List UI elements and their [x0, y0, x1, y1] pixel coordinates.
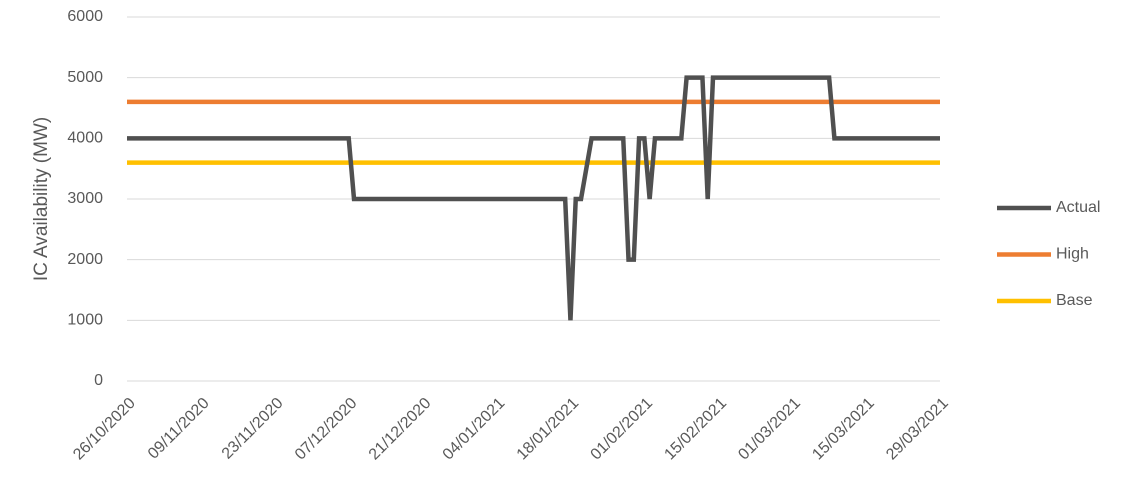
- y-tick-label: 3000: [67, 190, 103, 207]
- y-tick-label: 6000: [67, 8, 103, 25]
- x-tick-label: 04/01/2021: [440, 395, 509, 464]
- y-tick-label: 0: [94, 372, 103, 389]
- legend-label: Actual: [1056, 199, 1100, 216]
- y-axis-label: IC Availability (MW): [31, 117, 52, 281]
- x-tick-label: 26/10/2020: [70, 395, 139, 464]
- series-line: [127, 75, 940, 321]
- x-tick-label: 09/11/2020: [145, 395, 213, 463]
- x-tick-label: 01/03/2021: [735, 395, 804, 464]
- legend-label: High: [1056, 246, 1089, 263]
- x-tick-label: 18/01/2021: [514, 395, 583, 464]
- y-tick-label: 2000: [67, 251, 103, 268]
- x-tick-label: 15/02/2021: [661, 395, 730, 464]
- x-tick-label: 07/12/2020: [292, 395, 361, 464]
- x-tick-label: 29/03/2021: [883, 395, 952, 464]
- legend-label: Base: [1056, 292, 1093, 309]
- x-tick-label: 01/02/2021: [588, 395, 657, 464]
- y-tick-label: 5000: [67, 69, 103, 86]
- y-tick-label: 1000: [67, 312, 103, 329]
- y-tick-label: 4000: [67, 130, 103, 147]
- x-tick-label: 21/12/2020: [366, 395, 435, 464]
- x-tick-label: 15/03/2021: [809, 395, 878, 464]
- x-tick-label: 23/11/2020: [219, 395, 287, 463]
